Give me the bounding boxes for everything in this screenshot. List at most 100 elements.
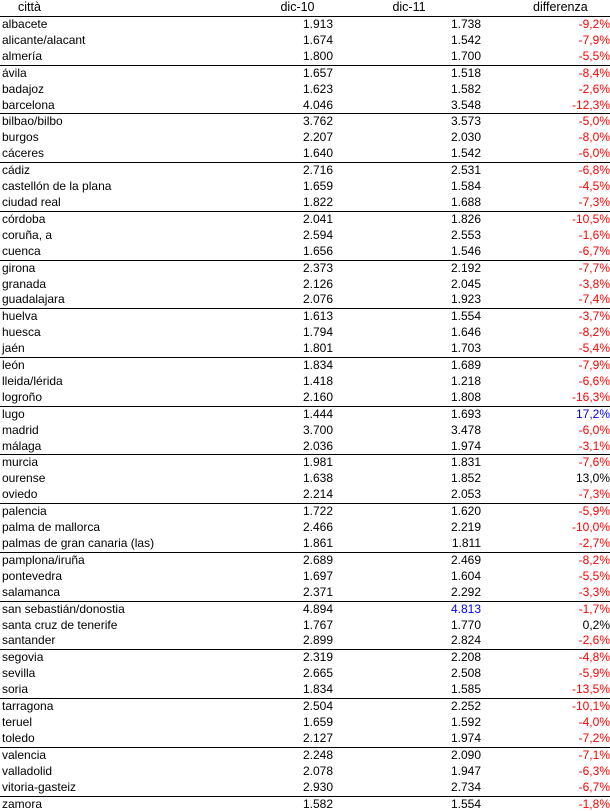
table-row: león 1.834 1.689 -7,9%	[0, 357, 610, 374]
value-cell: 1.656	[302, 243, 333, 258]
table-row: zamora 1.582 1.554 -1,8%	[0, 795, 610, 811]
city-cell: ciudad real	[2, 194, 61, 209]
table-row: salamanca 2.371 2.292 -3,3%	[0, 585, 610, 601]
city-cell: zamora	[0, 795, 260, 811]
value-cell: 2.319	[260, 649, 335, 667]
table-row: guadalajara 2.076 1.923 -7,4%	[0, 292, 610, 308]
value-cell: 1.657	[260, 64, 335, 82]
value-cell: 1.623	[302, 81, 333, 96]
city-cell: alicante/alacant	[2, 32, 86, 47]
value-cell: 1.861	[302, 536, 333, 550]
value-cell: 4.046	[302, 97, 333, 112]
table-row: soria 1.834 1.585 -13,5%	[0, 682, 610, 698]
table-row: huelva 1.613 1.554 -3,7%	[0, 308, 610, 326]
value-cell: 2.594	[302, 227, 333, 242]
value-cell: 0,2%	[582, 617, 610, 632]
city-cell: soria	[2, 682, 29, 697]
city-cell: cádiz	[0, 162, 260, 180]
value-cell: -10,1%	[483, 698, 610, 715]
value-cell: 2.030	[450, 130, 481, 145]
city-cell: san sebastián/donostia	[0, 600, 260, 618]
city-cell: toledo	[2, 730, 35, 745]
table-row: toledo 2.127 1.974 -7,2%	[0, 731, 610, 747]
table-row: murcia 1.981 1.831 -7,6%	[0, 454, 610, 472]
city-cell: coruña, a	[2, 227, 53, 242]
city-cell: logroño	[2, 389, 43, 404]
city-cell: huelva	[0, 308, 260, 326]
value-cell: 1.913	[302, 17, 333, 31]
value-cell: 1.981	[260, 454, 335, 472]
value-cell: 3.762	[260, 113, 335, 131]
value-cell: -8,0%	[578, 130, 610, 145]
value-cell: 2.127	[302, 730, 333, 745]
value-cell: 1.800	[302, 48, 333, 63]
city-cell: palencia	[0, 503, 260, 521]
city-cell: madrid	[2, 422, 39, 437]
city-cell: cáceres	[2, 146, 45, 161]
value-cell: 2.371	[302, 584, 333, 599]
value-cell: -3,7%	[483, 308, 610, 326]
city-cell: valladolid	[2, 763, 53, 778]
table-row: pontevedra 1.697 1.604 -5,5%	[0, 569, 610, 585]
value-cell: 1.444	[260, 405, 335, 423]
city-cell: segovia	[0, 649, 260, 667]
value-cell: 1.638	[302, 471, 333, 486]
value-cell: 1.659	[302, 179, 333, 194]
value-cell: 1.659	[302, 714, 333, 729]
value-cell: -7,2%	[578, 730, 610, 745]
value-cell: 1.640	[302, 146, 333, 161]
value-cell: 1.722	[260, 503, 335, 521]
value-cell: 2.531	[335, 162, 483, 180]
value-cell: 2.192	[335, 259, 483, 277]
value-cell: 1.542	[450, 32, 481, 47]
value-cell: -8,2%	[483, 551, 610, 569]
value-cell: 1.554	[335, 308, 483, 326]
table-row: albacete 1.913 1.738 -9,2%	[0, 17, 610, 33]
value-cell: 1.834	[302, 682, 333, 697]
value-cell: -5,4%	[578, 341, 610, 356]
table-row: segovia 2.319 2.208 -4,8%	[0, 649, 610, 667]
value-cell: 2.508	[450, 666, 481, 681]
city-cell: ourense	[2, 471, 46, 486]
value-cell: -6,0%	[578, 422, 610, 437]
table-row: cáceres 1.640 1.542 -6,0%	[0, 146, 610, 162]
value-cell: -7,4%	[578, 292, 610, 307]
table-row: santa cruz de tenerife 1.767 1.770 0,2%	[0, 618, 610, 634]
value-cell: 1.831	[335, 454, 483, 472]
table-row: lleida/lérida 1.418 1.218 -6,6%	[0, 374, 610, 390]
city-cell: badajoz	[2, 81, 45, 96]
value-cell: -7,1%	[483, 746, 610, 764]
table-row: alicante/alacant 1.674 1.542 -7,9%	[0, 33, 610, 49]
table-row: madrid 3.700 3.478 -6,0%	[0, 423, 610, 439]
value-cell: 1.418	[302, 373, 333, 388]
value-cell: 2.504	[260, 698, 335, 715]
city-cell: guadalajara	[2, 292, 65, 307]
table-row: palencia 1.722 1.620 -5,9%	[0, 503, 610, 521]
value-cell: 2.036	[302, 438, 333, 453]
value-cell: -7,9%	[578, 32, 610, 47]
value-cell: -12,3%	[571, 97, 610, 112]
value-cell: -3,8%	[578, 276, 610, 291]
table-body: albacete 1.913 1.738 -9,2% alicante/alacant 1…	[0, 17, 610, 811]
value-cell: 1.697	[302, 568, 333, 583]
value-cell: 2.219	[450, 520, 481, 535]
value-cell: -7,6%	[483, 454, 610, 472]
table-row: castellón de la plana 1.659 1.584 -4,5%	[0, 179, 610, 195]
value-cell: 2.899	[302, 633, 333, 648]
value-cell: 1.767	[302, 617, 333, 632]
value-cell: -16,3%	[571, 389, 610, 404]
value-cell: -5,5%	[578, 568, 610, 583]
value-cell: 2.076	[302, 292, 333, 307]
table-row: teruel 1.659 1.592 -4,0%	[0, 715, 610, 731]
value-cell: 1.518	[335, 64, 483, 82]
city-cell: pontevedra	[2, 568, 63, 583]
value-cell: -5,5%	[578, 48, 610, 63]
value-cell: -6,8%	[483, 162, 610, 180]
city-cell: barcelona	[2, 97, 55, 112]
value-cell: 2.689	[260, 551, 335, 569]
table-row: jaén 1.801 1.703 -5,4%	[0, 341, 610, 357]
value-cell: 1.923	[450, 292, 481, 307]
value-cell: 2.160	[302, 389, 333, 404]
city-cell: castellón de la plana	[2, 179, 112, 194]
value-cell: 2.292	[450, 584, 481, 599]
